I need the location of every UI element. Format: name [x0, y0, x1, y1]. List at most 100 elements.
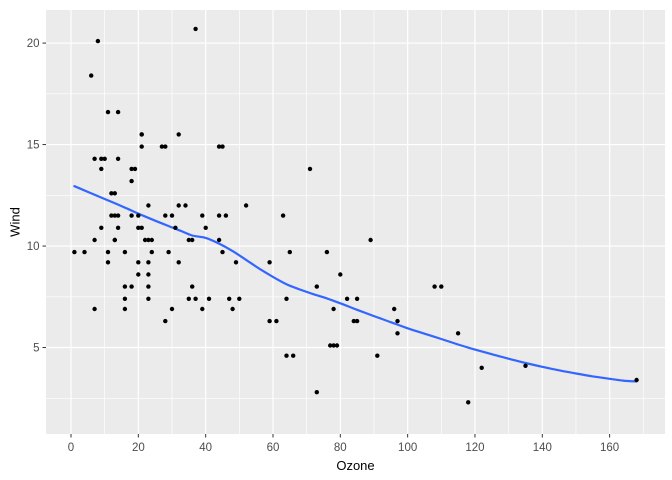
data-point: [395, 331, 400, 336]
panel-background: [46, 10, 665, 434]
data-point: [314, 390, 319, 395]
data-point: [200, 213, 205, 218]
data-point: [109, 191, 114, 196]
data-point: [186, 296, 191, 301]
data-point: [314, 284, 319, 289]
data-point: [112, 237, 118, 243]
data-point: [334, 343, 340, 348]
smooth-trend-line: [73, 185, 638, 383]
data-point: [230, 306, 235, 312]
data-point: [267, 318, 272, 324]
data-point: [115, 109, 121, 115]
data-point: [216, 237, 222, 243]
data-point: [203, 225, 208, 230]
data-point: [163, 213, 168, 218]
data-point: [237, 296, 242, 301]
data-point: [351, 318, 356, 324]
data-point: [136, 260, 141, 265]
x-tick-label: 120: [465, 442, 484, 454]
data-point: [466, 400, 471, 405]
data-point: [291, 353, 296, 358]
y-tick-label: 10: [27, 241, 40, 253]
data-point: [193, 26, 198, 32]
data-point: [176, 260, 181, 265]
data-point: [112, 191, 118, 196]
data-point: [92, 156, 97, 161]
data-point: [139, 225, 144, 230]
x-tick-label: 160: [600, 442, 619, 454]
y-tick-label: 20: [27, 38, 40, 50]
data-point: [233, 260, 239, 265]
data-point: [105, 260, 111, 265]
data-point: [395, 318, 400, 324]
data-point: [166, 249, 171, 255]
data-point: [176, 132, 181, 137]
data-point: [227, 296, 232, 301]
data-point: [220, 249, 225, 255]
data-point: [173, 225, 178, 230]
data-point: [122, 306, 128, 312]
data-point: [169, 213, 175, 218]
x-tick-label: 60: [267, 442, 280, 454]
data-point: [344, 296, 350, 301]
data-point: [146, 284, 151, 289]
data-point: [139, 132, 144, 137]
x-tick-label: 20: [132, 442, 145, 454]
data-point: [159, 144, 165, 149]
data-point: [284, 296, 289, 301]
data-point: [331, 343, 336, 348]
x-axis-title: Ozone: [336, 458, 375, 473]
data-point: [432, 284, 437, 289]
data-point: [169, 306, 175, 312]
data-point: [163, 144, 168, 149]
data-point: [129, 178, 134, 184]
data-point: [190, 237, 195, 243]
data-point: [92, 237, 97, 243]
data-point: [186, 237, 191, 243]
data-point: [95, 38, 101, 44]
data-point: [455, 331, 461, 336]
data-point: [146, 272, 151, 277]
data-point: [146, 237, 151, 243]
data-point: [109, 213, 114, 218]
data-point: [328, 343, 333, 348]
data-point: [206, 296, 212, 301]
data-point: [163, 318, 168, 324]
data-point: [223, 213, 229, 218]
data-point: [146, 203, 151, 208]
data-point: [190, 284, 195, 289]
data-point: [122, 296, 128, 301]
data-point: [105, 109, 111, 115]
data-point: [439, 284, 444, 289]
data-point: [72, 249, 77, 255]
data-point: [216, 213, 222, 218]
data-point: [92, 306, 97, 312]
data-point: [129, 213, 134, 218]
data-point: [149, 249, 154, 255]
x-tick-label: 100: [398, 442, 417, 454]
data-point: [89, 73, 94, 78]
data-point: [183, 203, 188, 208]
data-point: [523, 363, 528, 368]
data-point: [216, 144, 222, 149]
data-point: [193, 296, 198, 301]
data-point: [200, 306, 205, 312]
data-point: [243, 203, 249, 208]
data-point: [146, 260, 151, 265]
data-point: [146, 296, 151, 301]
data-point: [129, 166, 134, 172]
data-point: [280, 213, 286, 218]
data-point: [354, 318, 360, 324]
data-point: [129, 284, 134, 289]
data-point: [115, 156, 121, 161]
data-point: [82, 249, 87, 255]
data-point: [284, 353, 289, 358]
data-point: [136, 213, 141, 218]
data-point: [274, 318, 279, 324]
data-point: [479, 365, 484, 370]
data-point: [115, 225, 121, 230]
data-point: [331, 306, 336, 312]
data-point: [324, 249, 330, 255]
x-tick-label: 140: [533, 442, 552, 454]
